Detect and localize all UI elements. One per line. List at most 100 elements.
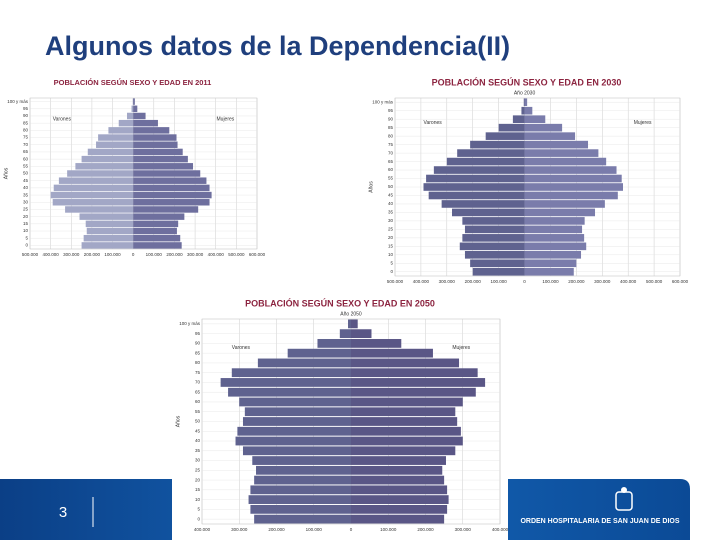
bar	[524, 106, 533, 115]
bar	[524, 174, 622, 183]
y-tick-label: 50	[23, 171, 29, 176]
bar	[351, 426, 461, 436]
y-tick-label: 45	[195, 428, 201, 433]
bar	[244, 407, 351, 417]
bar	[351, 417, 458, 426]
x-tick-label: 300.000	[63, 252, 80, 257]
bar	[250, 504, 351, 514]
bar	[133, 206, 199, 213]
bar	[485, 132, 525, 140]
bar	[133, 234, 181, 242]
bar	[524, 149, 599, 157]
bar	[423, 183, 525, 191]
bar	[118, 119, 134, 127]
bar	[131, 105, 134, 113]
y-tick-label: 50	[195, 419, 201, 424]
bar	[459, 242, 525, 251]
x-tick-label: 600.000	[672, 279, 689, 284]
y-tick-label: 15	[195, 487, 201, 492]
x-tick-label: 100.000	[146, 252, 163, 257]
bar	[96, 141, 134, 148]
chart: POBLACIÓN SEGÚN SEXO Y EDAD EN 2011 500.0…	[0, 72, 266, 265]
y-tick-label: 30	[388, 218, 394, 223]
x-tick-label: 0	[350, 527, 353, 532]
y-tick-label: 60	[388, 167, 394, 172]
bar	[254, 514, 351, 524]
bar	[524, 140, 589, 149]
legend-label: Varones	[53, 116, 72, 122]
y-axis-label: Años	[175, 415, 181, 427]
y-tick-label: 35	[23, 192, 29, 197]
bar	[351, 475, 445, 485]
bar	[521, 106, 525, 115]
bar	[133, 191, 212, 199]
legend-label: Varones	[232, 345, 251, 351]
logo	[615, 487, 633, 511]
y-tick-label: 15	[23, 221, 29, 226]
bar	[351, 358, 460, 368]
bar	[351, 514, 445, 524]
bar	[524, 234, 585, 242]
y-tick-label: 30	[23, 199, 29, 204]
bar	[446, 157, 525, 166]
x-tick-label: 200.000	[84, 252, 101, 257]
bar	[87, 148, 134, 156]
x-tick-label: 500.000	[22, 252, 39, 257]
bar	[470, 259, 525, 268]
x-tick-label: 100.000	[542, 279, 559, 284]
y-tick-label: 50	[388, 184, 394, 189]
bar	[462, 234, 525, 242]
y-tick-label: 100 y más	[7, 99, 29, 104]
x-tick-label: 500.000	[387, 279, 404, 284]
footer-text: ORDEN HOSPITALARIA DE SAN JUAN DE DIOS	[520, 518, 679, 525]
bar	[133, 163, 194, 170]
bar	[256, 465, 351, 475]
y-tick-label: 95	[23, 106, 29, 111]
bar	[133, 112, 146, 120]
bar	[52, 199, 134, 206]
slide-title: Algunos datos de la Dependencia(II)	[45, 31, 510, 61]
bar	[317, 339, 351, 348]
y-tick-label: 5	[390, 260, 393, 265]
x-tick-label: 0	[523, 279, 526, 284]
bar	[524, 98, 528, 107]
legend-label: Mujeres	[452, 345, 470, 351]
x-tick-label: 100.000	[104, 252, 121, 257]
y-tick-label: 0	[197, 516, 200, 521]
bar	[133, 155, 188, 163]
bar	[512, 115, 525, 124]
x-tick-label: 400.000	[42, 252, 59, 257]
x-tick-label: 400.000	[194, 527, 211, 532]
bar	[133, 227, 177, 235]
y-tick-label: 55	[195, 409, 201, 414]
bar	[53, 184, 134, 192]
x-tick-label: 100.000	[490, 279, 507, 284]
x-tick-label: 200.000	[417, 527, 434, 532]
bar	[252, 456, 351, 465]
bar	[250, 485, 351, 495]
bar	[524, 183, 623, 191]
bar	[351, 436, 463, 446]
y-tick-label: 10	[23, 228, 29, 233]
y-tick-label: 85	[23, 120, 29, 125]
bar	[351, 319, 358, 329]
legend-label: Mujeres	[634, 120, 652, 126]
y-tick-label: 95	[388, 108, 394, 113]
y-tick-label: 5	[25, 235, 28, 240]
legend-label: Varones	[424, 120, 443, 126]
bar	[257, 358, 351, 368]
bar	[254, 475, 351, 485]
bar	[133, 242, 182, 249]
y-tick-label: 25	[388, 227, 394, 232]
bar	[351, 329, 372, 339]
y-tick-label: 40	[195, 438, 201, 443]
bar	[65, 206, 134, 213]
bar	[351, 368, 478, 378]
bar	[133, 184, 210, 192]
y-tick-label: 35	[388, 210, 394, 215]
y-tick-label: 80	[388, 133, 394, 138]
bar	[133, 105, 138, 113]
bar	[524, 217, 585, 225]
bar	[220, 378, 351, 387]
bar	[441, 200, 525, 208]
